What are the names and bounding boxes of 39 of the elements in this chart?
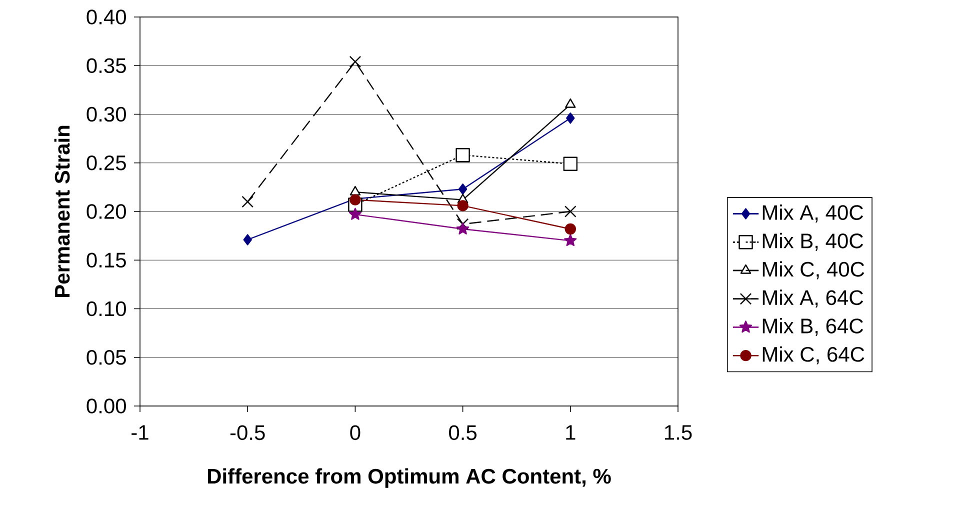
- point: [456, 148, 470, 162]
- x-tick-label: 0: [350, 425, 360, 440]
- point: [243, 234, 252, 246]
- point: [566, 112, 575, 124]
- point: [242, 196, 254, 208]
- legend-label: Mix C, 40C: [762, 261, 864, 280]
- y-tick-label: 0.00: [86, 398, 126, 414]
- point: [564, 234, 577, 246]
- legend-label: Mix B, 64C: [762, 318, 864, 336]
- y-axis-title: Permanent Strain: [54, 126, 70, 298]
- y-tick-label: 0.20: [86, 204, 126, 219]
- point: [456, 218, 469, 230]
- y-tick-label: 0.35: [86, 58, 126, 74]
- point: [456, 222, 470, 234]
- legend-label: Mix A, 64C: [762, 290, 864, 308]
- x-axis-title: Difference from Optimum AC Content, %: [208, 468, 611, 488]
- point: [350, 186, 361, 196]
- y-tick-label: 0.10: [86, 301, 126, 316]
- point: [565, 98, 576, 108]
- y-tick-label: 0.30: [86, 106, 126, 122]
- y-tick-label: 0.05: [86, 350, 126, 365]
- y-tick-label: 0.25: [86, 155, 126, 170]
- point: [349, 56, 362, 68]
- point: [457, 200, 468, 212]
- point: [348, 208, 362, 220]
- x-tick-label: 1.5: [665, 425, 692, 440]
- legend-label: Mix A, 40C: [762, 204, 864, 222]
- point: [458, 184, 468, 195]
- y-tick-label: 0.15: [86, 252, 126, 268]
- x-tick-label: -0.5: [230, 425, 265, 440]
- x-tick-label: -1: [132, 425, 148, 440]
- legend-label: Mix C, 64C: [762, 346, 864, 364]
- point: [564, 223, 576, 235]
- legend-label: Mix B, 40C: [762, 232, 864, 251]
- x-tick-label: 0.5: [449, 425, 477, 440]
- point: [564, 206, 576, 218]
- point: [563, 156, 578, 171]
- y-tick-label: 0.40: [86, 10, 126, 24]
- x-tick-label: 1: [566, 425, 576, 440]
